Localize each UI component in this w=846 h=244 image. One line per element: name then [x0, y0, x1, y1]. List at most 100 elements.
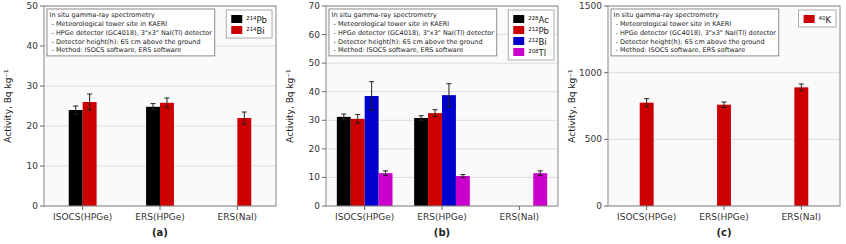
annotation-line: In situ gamma-ray spectrometry [50, 11, 155, 19]
bar [146, 107, 160, 206]
error-line [801, 84, 802, 91]
y-axis-label: Activity, Bq kg⁻¹ [3, 69, 13, 143]
y-tick-label: 500 [585, 134, 602, 144]
error-line [89, 94, 90, 110]
y-tick [604, 139, 608, 140]
y-tick-label: 70 [309, 1, 321, 11]
bar [456, 176, 470, 206]
y-tick-label: 0 [32, 201, 38, 211]
bar [794, 87, 808, 206]
error-cap [355, 114, 360, 115]
error-cap [242, 124, 247, 125]
error-cap [460, 174, 465, 175]
legend-label: ⁴⁰K [819, 15, 832, 25]
x-axis-label: (a) [152, 227, 168, 238]
annotation-line: - Detector height(h): 65 cm above the gr… [50, 38, 201, 46]
y-tick-label: 10 [309, 172, 321, 182]
error-line [421, 116, 422, 121]
plot-frame [608, 6, 840, 206]
error-cap [164, 98, 169, 99]
panel: 01020304050ISOCS(HPGe)ERS(HPGe)ERS(NaI)(… [3, 1, 276, 238]
grid-line [608, 72, 840, 73]
annotation-line: - HPGe detector (GC4018), 3"x3" NaI(Tl) … [332, 29, 495, 37]
error-cap [151, 110, 156, 111]
error-bar [644, 99, 649, 107]
x-tick-label: ERS(NaI) [218, 212, 258, 222]
annotation-box [47, 9, 215, 56]
y-tick [40, 46, 44, 47]
annotation-line: - HPGe detector (GC4018), 3"x3" NaI(Tl) … [50, 29, 213, 37]
y-tick [40, 166, 44, 167]
x-tick [160, 206, 161, 210]
x-tick-label: ISOCS(HPGe) [335, 212, 394, 222]
plot-frame [326, 6, 558, 206]
y-tick-label: 1500 [579, 1, 602, 11]
x-tick-label: ERS(HPGe) [699, 212, 748, 222]
bar [442, 95, 456, 206]
error-cap [799, 84, 804, 85]
error-cap [644, 106, 649, 107]
bar [379, 173, 393, 206]
x-tick [237, 206, 238, 210]
x-tick-label: ISOCS(HPGe) [53, 212, 112, 222]
annotation: In situ gamma-ray spectrometry - Meteoro… [47, 9, 215, 56]
error-bar [369, 82, 374, 111]
y-tick-label: 40 [27, 41, 39, 51]
error-cap [644, 98, 649, 99]
error-line [75, 106, 76, 114]
x-tick-label: ERS(HPGe) [135, 212, 184, 222]
annotation-line: - Method: ISOCS software, ERS software [614, 46, 746, 54]
error-cap [538, 175, 543, 176]
y-tick [322, 148, 326, 149]
y-tick [40, 6, 44, 7]
x-axis-label: (b) [434, 227, 450, 238]
marks [69, 94, 252, 206]
annotation-line: - Meteorological tower site in KAERI [332, 20, 450, 28]
error-bar [383, 171, 388, 176]
bar [365, 96, 379, 206]
y-tick-label: 20 [309, 144, 321, 154]
error-cap [419, 120, 424, 121]
plot-background [44, 6, 276, 206]
y-tick [40, 126, 44, 127]
y-tick-label: 60 [309, 30, 321, 40]
legend: ²¹⁴Pb²¹⁴Bi [226, 10, 272, 38]
error-cap [446, 106, 451, 107]
y-tick [322, 206, 326, 207]
bar [83, 102, 97, 206]
y-tick-label: 0 [596, 201, 602, 211]
error-cap [433, 116, 438, 117]
error-cap [87, 94, 92, 95]
annotation-box [329, 9, 497, 56]
annotation-text: In situ gamma-ray spectrometry - Meteoro… [50, 11, 213, 54]
error-line [371, 82, 372, 111]
bar [533, 173, 547, 206]
y-tick-label: 50 [27, 1, 39, 11]
error-line [435, 110, 436, 117]
error-cap [383, 175, 388, 176]
bar [428, 113, 442, 206]
error-cap [369, 81, 374, 82]
annotation-line: In situ gamma-ray spectrometry [614, 11, 719, 19]
plot-background [326, 6, 558, 206]
error-bar [419, 116, 424, 121]
legend-swatch [513, 15, 524, 23]
marks [337, 82, 547, 206]
x-tick [82, 206, 83, 210]
y-tick-label: 0 [314, 201, 320, 211]
annotation-line: - Detector height(h): 65 cm above the gr… [614, 38, 765, 46]
annotation-box [611, 9, 779, 56]
error-bar [73, 106, 78, 114]
y-tick [40, 206, 44, 207]
error-cap [341, 119, 346, 120]
marks [640, 84, 809, 206]
legend-swatch [513, 37, 524, 45]
x-tick [442, 206, 443, 210]
error-bar [341, 114, 346, 120]
bar [414, 118, 428, 206]
error-cap [151, 103, 156, 104]
bar [351, 119, 365, 206]
bar [237, 118, 251, 206]
legend-box [508, 10, 554, 60]
y-tick [322, 177, 326, 178]
